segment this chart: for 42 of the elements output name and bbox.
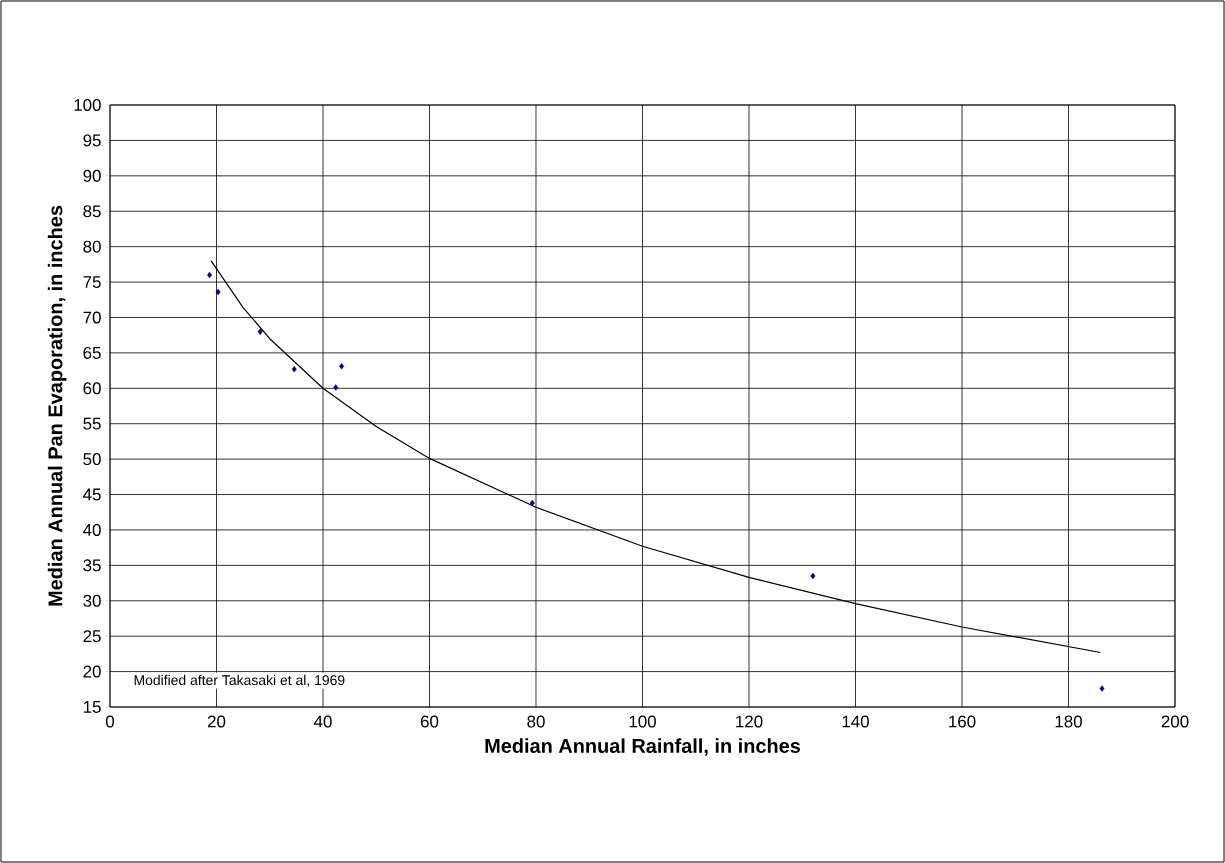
- y-tick-label: 90: [83, 169, 101, 182]
- point: [1099, 685, 1105, 692]
- x-tick-label: 20: [207, 715, 226, 728]
- annotation: Modified after Takasaki et al, 1969: [134, 674, 345, 687]
- y-tick-label: 95: [83, 134, 101, 147]
- x-axis-title: Median Annual Rainfall, in inches: [485, 738, 801, 756]
- line-series: [210, 260, 1102, 654]
- y-tick-label: 70: [83, 311, 101, 324]
- y-tick-label: 75: [83, 276, 101, 288]
- y-tick-label: 15: [83, 701, 101, 713]
- y-tick-label: 25: [83, 630, 101, 643]
- point: [333, 384, 339, 391]
- x-tick-label: 0: [105, 715, 115, 728]
- x-tick-label: 80: [527, 715, 545, 728]
- point: [339, 363, 345, 370]
- y-tick-label: 65: [83, 346, 101, 359]
- x-tick-label: 100: [629, 715, 656, 728]
- x-tick-label: 180: [1055, 715, 1082, 728]
- y-tick-label: 60: [83, 382, 101, 395]
- y-tick-label: 30: [83, 594, 101, 607]
- y-tick-label: 40: [83, 523, 101, 536]
- point: [257, 328, 263, 335]
- y-tick-label: 85: [83, 205, 101, 218]
- y-tick-label: 50: [83, 453, 101, 466]
- y-tick-label: 20: [83, 665, 101, 678]
- point: [215, 288, 221, 296]
- point: [207, 271, 213, 279]
- x-tick-label: 60: [420, 715, 439, 728]
- y-tick-label: 100: [74, 99, 101, 112]
- point: [529, 499, 535, 507]
- point: [810, 572, 816, 580]
- x-tick-label: 120: [736, 715, 763, 728]
- x-tick-label: 200: [1161, 715, 1189, 728]
- y-tick-label: 55: [83, 417, 101, 430]
- y-tick-label: 80: [83, 240, 101, 253]
- x-tick-label: 140: [842, 715, 869, 728]
- x-tick-label: 160: [949, 715, 976, 728]
- y-tick-label: 45: [83, 488, 101, 501]
- y-tick-label: 35: [83, 559, 101, 572]
- point: [291, 365, 297, 373]
- x-tick-label: 40: [313, 715, 332, 728]
- y-axis-title: Median Annual Pan Evaporation, in inches: [47, 205, 67, 606]
